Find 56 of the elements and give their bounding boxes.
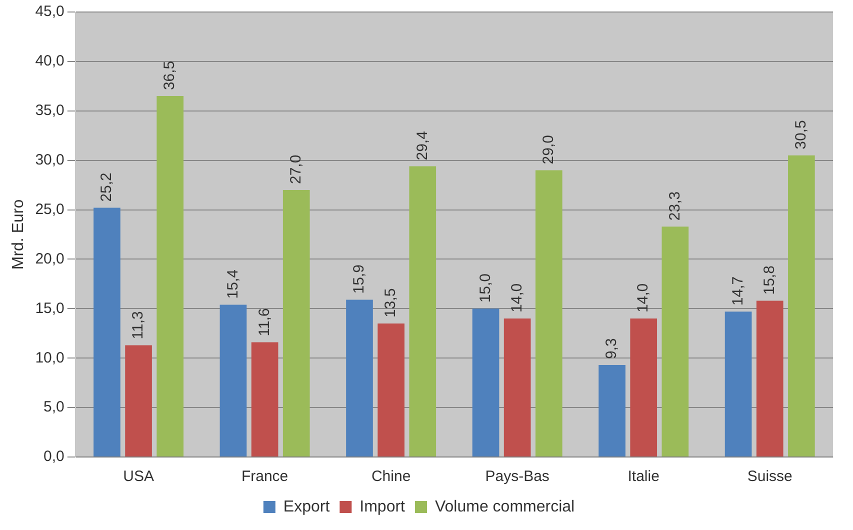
y-tick-label: 40,0	[35, 52, 64, 70]
data-label: 30,5	[792, 120, 810, 150]
data-label: 29,0	[540, 135, 558, 164]
bar	[472, 308, 500, 456]
bar	[630, 318, 658, 456]
bar	[756, 300, 784, 456]
data-label: 23,3	[666, 191, 684, 221]
y-tick-label: 0,0	[44, 448, 64, 466]
bar	[598, 365, 626, 456]
bar	[251, 342, 278, 456]
y-tick-label: 20,0	[35, 250, 64, 268]
data-label: 11,3	[130, 311, 147, 340]
y-tick-label: 15,0	[35, 300, 64, 317]
x-tick-label: France	[241, 468, 288, 486]
x-tick-label: Pays-Bas	[485, 468, 550, 486]
bar	[94, 208, 120, 456]
x-tick-label: USA	[123, 468, 154, 486]
data-label: 29,4	[414, 131, 431, 160]
data-label: 15,0	[476, 273, 494, 303]
bar	[504, 318, 531, 456]
bar	[220, 304, 247, 456]
bar	[535, 170, 562, 456]
bar	[156, 96, 184, 456]
data-label: 9,3	[603, 338, 620, 360]
data-label: 15,4	[224, 270, 242, 299]
x-tick-label: Suisse	[747, 468, 792, 486]
data-label: 15,9	[350, 264, 368, 294]
y-tick-label: 10,0	[35, 349, 64, 366]
x-tick-label: Chine	[371, 468, 411, 486]
y-tick-label: 5,0	[44, 398, 64, 416]
bar	[378, 324, 404, 456]
bar	[125, 345, 152, 456]
data-label: 14,7	[729, 276, 746, 306]
data-label: 11,6	[256, 308, 273, 336]
bar	[788, 155, 815, 456]
y-tick-label: 25,0	[35, 200, 64, 218]
legend-label: Volume commercial	[434, 498, 575, 516]
data-label: 14,0	[508, 283, 526, 313]
y-tick-label: 35,0	[35, 102, 64, 120]
data-label: 27,0	[288, 154, 305, 184]
y-tick-label: 45,0	[35, 3, 64, 20]
data-label: 25,2	[98, 172, 116, 202]
legend-label: Export	[283, 498, 330, 516]
bar	[409, 166, 436, 456]
y-tick-label: 30,0	[35, 151, 64, 168]
y-axis-title: Mrd. Euro	[10, 199, 28, 270]
bar	[724, 312, 752, 456]
legend-label: Import	[360, 498, 406, 516]
bar	[662, 226, 689, 456]
data-label: 14,0	[634, 283, 652, 313]
x-tick-label: Italie	[628, 468, 660, 486]
bar	[282, 190, 310, 456]
data-label: 15,8	[761, 266, 778, 295]
bar	[346, 300, 373, 456]
data-label: 36,5	[161, 60, 178, 90]
data-label: 13,5	[382, 288, 400, 318]
